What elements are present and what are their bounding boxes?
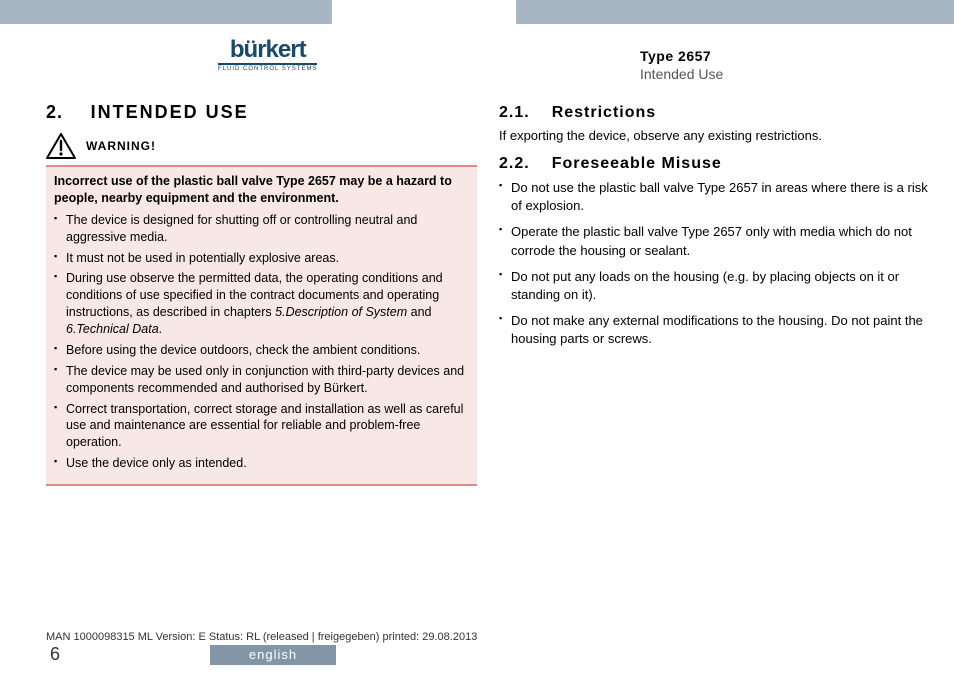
left-column: 2. INTENDED USE WARNING! Incorrect use o… — [46, 102, 477, 486]
list-item: Use the device only as intended. — [54, 455, 469, 472]
subsection-number: 2.2. — [499, 155, 530, 172]
list-item: Correct transportation, correct storage … — [54, 401, 469, 452]
footer-bar: 6 english — [40, 643, 930, 665]
top-bar — [0, 0, 954, 24]
list-item: During use observe the permitted data, t… — [54, 270, 469, 338]
page-number: 6 — [50, 644, 60, 665]
subsection-heading: 2.1. Restrictions — [499, 104, 930, 122]
list-item: Before using the device outdoors, check … — [54, 342, 469, 359]
subsection-heading: 2.2. Foreseeable Misuse — [499, 155, 930, 173]
page-footer: MAN 1000098315 ML Version: E Status: RL … — [40, 631, 930, 665]
language-indicator: english — [210, 645, 336, 665]
list-item: Do not put any loads on the housing (e.g… — [499, 268, 930, 304]
section-label: Intended Use — [640, 66, 723, 82]
heading-number: 2. — [46, 102, 63, 123]
list-item: The device is designed for shutting off … — [54, 212, 469, 246]
list-item: Do not use the plastic ball valve Type 2… — [499, 179, 930, 215]
subsection-title: Foreseeable Misuse — [552, 155, 722, 172]
content-columns: 2. INTENDED USE WARNING! Incorrect use o… — [46, 102, 930, 486]
header-meta: Type 2657 Intended Use — [640, 48, 723, 82]
list-item: It must not be used in potentially explo… — [54, 250, 469, 267]
warning-bullet-list: The device is designed for shutting off … — [54, 212, 469, 472]
heading-text: INTENDED USE — [91, 102, 249, 123]
brand-underline — [218, 63, 317, 65]
misuse-bullet-list: Do not use the plastic ball valve Type 2… — [499, 179, 930, 349]
warning-box: Incorrect use of the plastic ball valve … — [46, 165, 477, 486]
brand-wordmark: bürkert — [218, 38, 317, 62]
subsection-number: 2.1. — [499, 104, 530, 121]
conjunction: and — [407, 305, 431, 319]
top-bar-right-segment — [516, 0, 954, 24]
period: . — [159, 322, 162, 336]
warning-label: WARNING! — [86, 139, 156, 153]
list-item: Operate the plastic ball valve Type 2657… — [499, 223, 930, 259]
chapter-ref: 5.Description of System — [275, 305, 407, 319]
document-metadata: MAN 1000098315 ML Version: E Status: RL … — [46, 631, 930, 643]
subsection-title: Restrictions — [552, 104, 656, 121]
brand-logo: bürkert FLUID CONTROL SYSTEMS — [218, 38, 317, 72]
device-type-label: Type 2657 — [640, 48, 723, 64]
chapter-ref: 6.Technical Data — [66, 322, 159, 336]
list-item: Do not make any external modifications t… — [499, 312, 930, 348]
warning-triangle-icon — [46, 133, 76, 159]
warning-lead-text: Incorrect use of the plastic ball valve … — [54, 173, 469, 207]
page-header: bürkert FLUID CONTROL SYSTEMS Type 2657 … — [0, 30, 954, 84]
right-column: 2.1. Restrictions If exporting the device… — [499, 102, 930, 486]
top-bar-left-segment — [0, 0, 332, 24]
section-heading: 2. INTENDED USE — [46, 102, 477, 123]
list-item: The device may be used only in conjuncti… — [54, 363, 469, 397]
warning-header: WARNING! — [46, 133, 477, 159]
brand-tagline: FLUID CONTROL SYSTEMS — [218, 66, 317, 72]
paragraph: If exporting the device, observe any exi… — [499, 128, 930, 143]
